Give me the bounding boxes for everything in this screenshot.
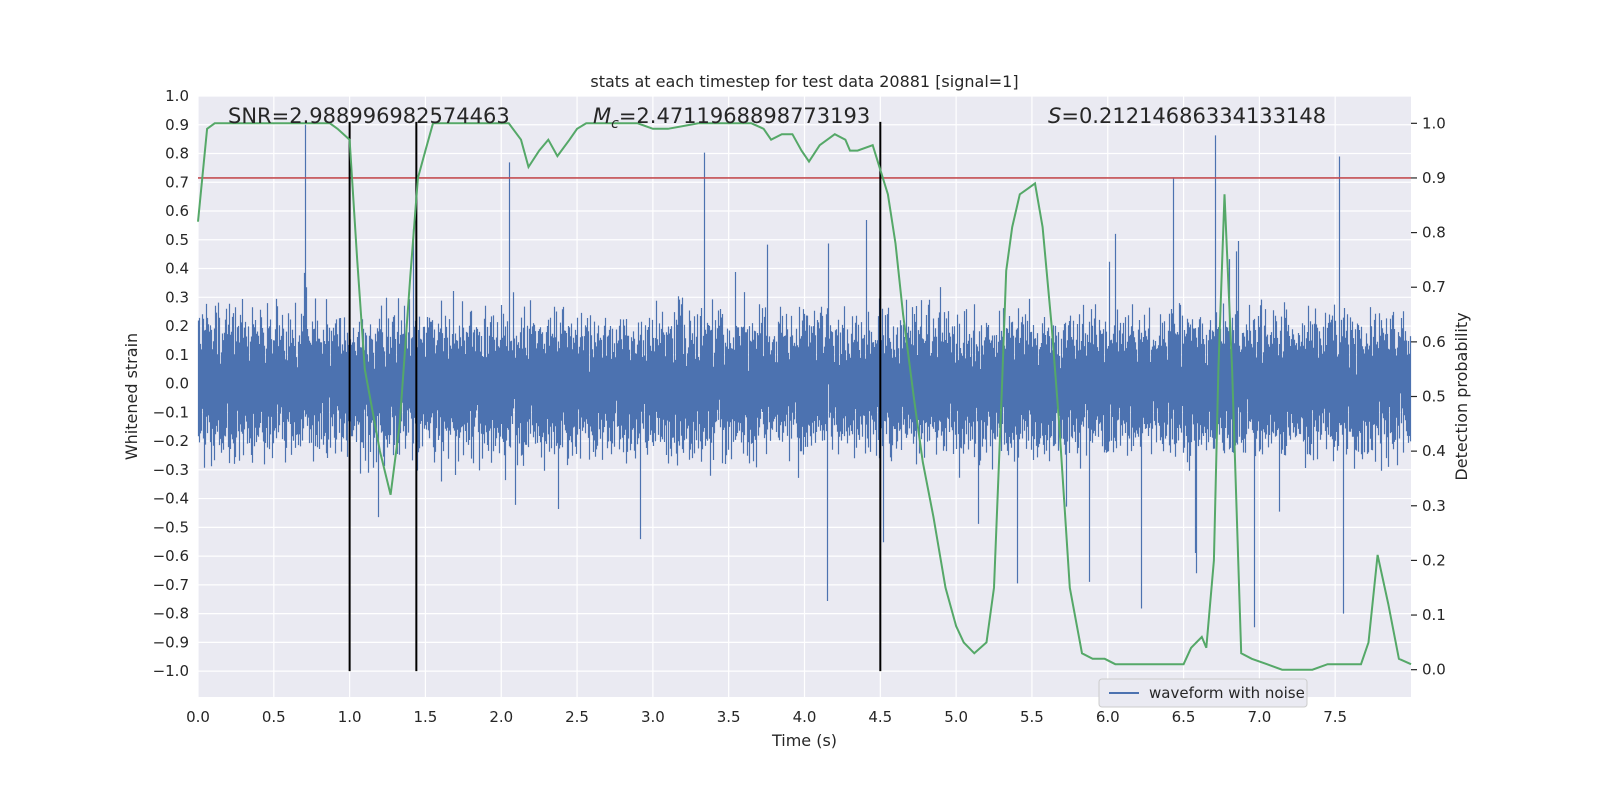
x-tick-label: 5.5 — [1020, 708, 1044, 726]
y-left-tick-label: 0.1 — [165, 346, 189, 364]
y-left-tick-label: −0.8 — [153, 605, 189, 623]
y-left-tick-label: 0.6 — [165, 202, 189, 220]
x-tick-label: 6.5 — [1172, 708, 1196, 726]
y-left-tick-label: 0.7 — [165, 173, 189, 191]
chirp-mass-value: =2.4711968898773193 — [619, 104, 870, 128]
reference-lines — [198, 121, 1411, 672]
y-right-tick-label: 1.0 — [1422, 114, 1446, 132]
s-annotation: S=0.21214686334133148 — [1048, 104, 1326, 128]
x-tick-label: 3.0 — [641, 708, 665, 726]
y-right-tick-label: 0.2 — [1422, 551, 1446, 569]
y-right-tick-label: 0.6 — [1422, 333, 1446, 351]
y-left-tick-label: −0.2 — [153, 432, 189, 450]
detection-probability-line — [197, 122, 1412, 671]
y-right-tick-label: 0.1 — [1422, 606, 1446, 624]
y-right-tick-label: 0.7 — [1422, 278, 1446, 296]
s-symbol: S — [1048, 104, 1061, 128]
y-left-tick-label: −1.0 — [153, 662, 189, 680]
y-left-tick-label: −0.1 — [153, 403, 189, 421]
x-tick-label: 1.5 — [414, 708, 438, 726]
y-axis-left-label: Whitened strain — [122, 333, 141, 460]
y-left-tick-label: 0.4 — [165, 260, 189, 278]
y-left-tick-label: 0.2 — [165, 317, 189, 335]
y-left-tick-label: 0.5 — [165, 231, 189, 249]
x-tick-label: 1.0 — [338, 708, 362, 726]
y-left-tick-label: 0.3 — [165, 288, 189, 306]
y-left-tick-label: 0.0 — [165, 375, 189, 393]
y-right-tick-label: 0.3 — [1422, 497, 1446, 515]
y-right-tick-label: 0.4 — [1422, 442, 1446, 460]
chirp-mass-annotation: Mc=2.4711968898773193 — [593, 104, 870, 132]
x-tick-label: 6.0 — [1096, 708, 1120, 726]
s-value: =0.21214686334133148 — [1061, 104, 1326, 128]
snr-annotation: SNR=2.988996982574463 — [228, 104, 510, 128]
y-right-tick-label: 0.8 — [1422, 224, 1446, 242]
y-left-tick-label: 0.9 — [165, 116, 189, 134]
legend-label: waveform with noise — [1149, 684, 1305, 702]
y-right-tick-label: 0.0 — [1422, 661, 1446, 679]
x-tick-label: 4.0 — [793, 708, 817, 726]
waveform-series — [197, 124, 1412, 628]
y-left-tick-label: 0.8 — [165, 145, 189, 163]
y-left-tick-label: −0.5 — [153, 518, 189, 536]
x-tick-label: 2.0 — [489, 708, 513, 726]
x-tick-label: 3.5 — [717, 708, 741, 726]
y-right-tick-label: 0.9 — [1422, 169, 1446, 187]
x-tick-label: 0.0 — [186, 708, 210, 726]
y-left-tick-label: 1.0 — [165, 87, 189, 105]
legend-box — [1098, 678, 1308, 708]
chirp-mass-subscript: c — [611, 116, 619, 132]
y-axis-right-label: Detection probability — [1452, 312, 1471, 480]
x-tick-label: 0.5 — [262, 708, 286, 726]
waveform-with-noise-line — [197, 124, 1412, 628]
x-axis-ticks: 0.0 0.5 1.0 1.5 2.0 2.5 3.0 3.5 4.0 4.5 5.0 5.5 6.0 6… — [186, 708, 1347, 726]
x-tick-label: 7.5 — [1323, 708, 1347, 726]
y-axis-left-ticks: 1.0 0.9 0.8 0.7 0.6 0.5 0.4 0.3 0.2 0.1 0.0 −0.1 −0.… — [153, 87, 189, 680]
y-left-tick-label: −0.4 — [153, 490, 189, 508]
y-left-tick-label: −0.3 — [153, 461, 189, 479]
y-left-tick-label: −0.6 — [153, 547, 189, 565]
chirp-mass-symbol: M — [593, 104, 611, 128]
y-left-tick-label: −0.7 — [153, 576, 189, 594]
x-tick-label: 5.0 — [944, 708, 968, 726]
x-tick-label: 2.5 — [565, 708, 589, 726]
x-axis-label: Time (s) — [771, 731, 837, 750]
y-right-tick-label: 0.5 — [1422, 388, 1446, 406]
y-axis-right-ticks: 1.0 0.9 0.8 0.7 0.6 0.5 0.4 0.3 0.2 0.1 0.0 — [1411, 114, 1446, 679]
legend: waveform with noise — [1098, 678, 1308, 708]
x-tick-label: 7.0 — [1247, 708, 1271, 726]
probability-series — [197, 122, 1412, 671]
chart-title: stats at each timestep for test data 208… — [590, 72, 1018, 91]
x-tick-label: 4.5 — [868, 708, 892, 726]
y-left-tick-label: −0.9 — [153, 633, 189, 651]
